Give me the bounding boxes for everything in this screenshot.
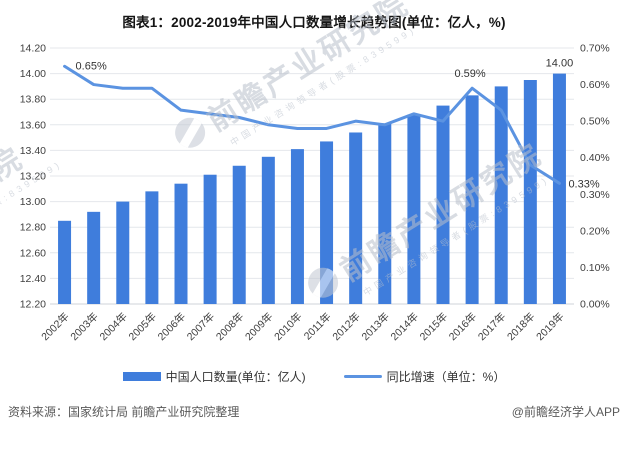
x-axis-label: 2017年 (475, 310, 508, 343)
right-axis-tick: 0.20% (580, 225, 610, 237)
x-axis-label: 2016年 (446, 310, 479, 343)
bar-2004年 (116, 201, 130, 304)
bar-2006年 (174, 183, 188, 304)
right-axis-tick: 0.70% (580, 43, 610, 55)
chart-area: 14.20 14.00 13.80 13.60 13.40 13.20 13.00 12.80… (0, 0, 628, 364)
legend-label-growth: 同比增速（单位：%） (386, 369, 506, 384)
x-axis-label: 2003年 (68, 310, 101, 343)
bar-2019年 (552, 73, 566, 304)
left-axis-tick: 12.80 (20, 222, 46, 234)
population-growth-chart: 14.20 14.00 13.80 13.60 13.40 13.20 13.00 12.80… (20, 43, 610, 344)
right-axis-tick: 0.00% (580, 299, 610, 311)
bar-series-marker-icon (122, 371, 161, 381)
bar-2014年 (407, 114, 421, 304)
right-axis-tick: 0.30% (580, 189, 610, 201)
bar-2002年 (58, 220, 72, 304)
bar-2003年 (87, 211, 101, 304)
right-axis-tick: 0.10% (580, 262, 610, 274)
left-axis-tick: 12.60 (20, 247, 46, 259)
right-axis-tick: 0.60% (580, 79, 610, 91)
bar-2017年 (494, 86, 508, 305)
left-axis-tick: 13.00 (20, 196, 46, 208)
x-axis-label: 2005年 (126, 310, 159, 343)
x-axis-label: 2010年 (271, 310, 304, 343)
bar-2010年 (290, 149, 304, 304)
bar-2011年 (320, 141, 334, 304)
bar-2016年 (465, 95, 479, 304)
left-axis-tick: 13.20 (20, 171, 46, 183)
chart-footer: 资料来源：国家统计局 前瞻产业研究院整理 @前瞻经济学人APP (0, 403, 628, 420)
bar-2009年 (261, 156, 275, 304)
x-axis-label: 2006年 (155, 310, 188, 343)
line-series-marker-icon (343, 374, 382, 378)
data-label-14.00: 14.00 (546, 58, 574, 70)
left-axis-tick: 14.20 (20, 43, 46, 55)
left-axis-tick: 13.40 (20, 145, 46, 157)
x-axis-label: 2018年 (504, 310, 537, 343)
x-axis-label: 2008年 (213, 310, 246, 343)
x-axis-label: 2012年 (330, 310, 363, 343)
bar-2005年 (145, 191, 159, 304)
bar-2012年 (349, 132, 363, 304)
x-axis-label: 2019年 (533, 310, 566, 343)
left-axis-tick: 12.40 (20, 273, 46, 285)
brand-text: @前瞻经济学人APP (511, 405, 620, 419)
x-axis-label: 2007年 (184, 310, 217, 343)
x-axis-label: 2013年 (359, 310, 392, 343)
right-axis-tick: 0.40% (580, 152, 610, 164)
left-axis-tick: 12.20 (20, 299, 46, 311)
bar-2015年 (436, 105, 450, 304)
source-text: 资料来源：国家统计局 前瞻产业研究院整理 (8, 405, 240, 419)
right-axis-tick: 0.50% (580, 116, 610, 128)
legend-label-population: 中国人口数量(单位：亿人) (165, 369, 306, 384)
bar-2018年 (523, 80, 537, 304)
data-label-0.59%: 0.59% (455, 68, 486, 80)
left-axis-tick: 13.60 (20, 119, 46, 131)
x-axis-label: 2014年 (388, 310, 421, 343)
data-label-0.65%: 0.65% (76, 60, 107, 72)
chart-title: 图表1：2002-2019年中国人口数量增长趋势图(单位：亿人，%) (122, 15, 506, 30)
left-axis-tick: 13.80 (20, 94, 46, 106)
growth-rate-line (63, 64, 561, 185)
legend-item-growth: 同比增速（单位：%） (343, 368, 506, 385)
chart-legend: 中国人口数量(单位：亿人) 同比增速（单位：%） (0, 365, 628, 387)
legend-item-population: 中国人口数量(单位：亿人) (122, 368, 306, 385)
bar-2007年 (203, 174, 217, 304)
x-axis-label: 2011年 (301, 310, 334, 343)
bar-2013年 (378, 123, 392, 305)
bar-2008年 (232, 165, 246, 304)
x-axis-label: 2004年 (97, 310, 130, 343)
left-axis-tick: 14.00 (20, 68, 46, 80)
x-axis-label: 2015年 (417, 310, 450, 343)
x-axis-label: 2009年 (242, 310, 275, 343)
x-axis-label: 2002年 (39, 310, 72, 343)
data-label-0.33%: 0.33% (568, 178, 599, 190)
